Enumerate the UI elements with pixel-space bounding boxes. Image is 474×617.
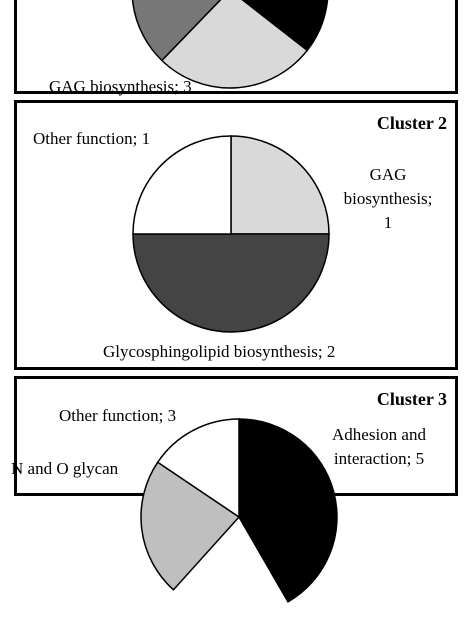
gag-label-line: 1 [383, 213, 393, 232]
other-function-label: Other function; 3 [59, 406, 177, 425]
n-o-glycan-label: N and O glycan [11, 459, 119, 478]
cluster-title: Cluster 3 [376, 389, 447, 409]
pie-slice [132, 233, 330, 333]
gag-biosynthesis-label: GAG biosynthesis; 3 [49, 77, 192, 96]
adhesion-label-line: Adhesion and [332, 425, 426, 444]
adhesion-interaction-label: Adhesion and interaction; 5 [317, 423, 441, 471]
cluster-3-panel: Cluster 3 Other function; 3 Adhesion and… [11, 376, 458, 603]
cluster-1-pie [131, 0, 329, 89]
cluster-1-panel: GAG biosynthesis; 3 [14, 0, 458, 96]
other-function-label: Other function; 1 [33, 129, 151, 148]
gag-label-line: biosynthesis; [343, 189, 433, 208]
pie-slice [131, 0, 222, 62]
cluster-2-panel: Cluster 2 Other function; 1 GAG biosynth… [14, 100, 458, 370]
gag-label-line: GAG [369, 165, 407, 184]
cluster-2-pie [132, 135, 330, 333]
pie-slice [132, 135, 232, 235]
pie-slice [230, 135, 330, 235]
cluster-3-pie [140, 418, 338, 603]
adhesion-label-line: interaction; 5 [333, 449, 425, 468]
gag-biosynthesis-label: GAG biosynthesis; 1 [343, 163, 433, 235]
pie-slice [241, 0, 329, 52]
cluster-title: Cluster 2 [376, 113, 447, 133]
pie-chart-figure: GAG biosynthesis; 3 Cluster 2 Other func… [11, 0, 458, 603]
glycosphingolipid-label: Glycosphingolipid biosynthesis; 2 [103, 342, 336, 361]
